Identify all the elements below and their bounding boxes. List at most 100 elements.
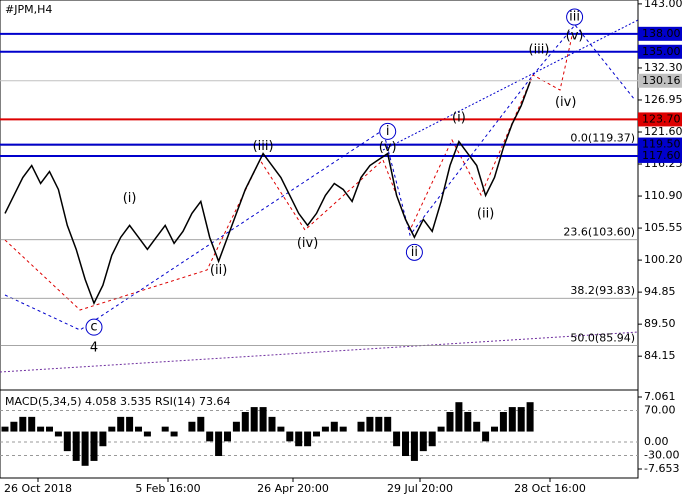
level-label: 119.50 (642, 138, 681, 151)
macd-bar (482, 431, 490, 442)
chart-title: #JPM,H4 (5, 3, 52, 16)
macd-bar (295, 431, 303, 447)
wave-label: (v) (379, 140, 397, 155)
x-tick-label: 26 Oct 2018 (4, 482, 72, 495)
wave-label: (ii) (210, 263, 227, 278)
wave-label: (iv) (555, 95, 576, 110)
rsi-tick-label: 70.00 (644, 404, 676, 417)
macd-bar (304, 431, 312, 447)
macd-bar (90, 431, 98, 461)
macd-bar (188, 421, 196, 432)
rsi-tick-label: 0.00 (644, 435, 669, 448)
macd-bar (19, 416, 27, 432)
macd-bar (419, 431, 427, 452)
macd-bar (81, 431, 89, 466)
x-tick-label: 29 Jul 20:00 (387, 482, 453, 495)
wave-path (4, 24, 636, 331)
y-tick-label: 94.85 (644, 285, 676, 298)
wave-label: i (386, 124, 390, 139)
macd-bar (143, 431, 151, 437)
fib-label: 23.6(103.60) (563, 226, 635, 239)
macd-bar (464, 411, 472, 432)
macd-bar (330, 421, 338, 432)
wave-label: c (90, 320, 97, 335)
indicator-label: MACD(5,34,5) 4.058 3.535 RSI(14) 73.64 (5, 395, 230, 408)
y-tick-label: 132.30 (644, 61, 683, 74)
level-label: 117.60 (642, 149, 681, 162)
y-tick-label: 84.15 (644, 349, 676, 362)
macd-bar (321, 426, 329, 432)
macd-bar (232, 421, 240, 432)
indicator-tick-label: 7.061 (644, 390, 676, 403)
level-box (638, 137, 682, 152)
macd-bar (206, 431, 214, 442)
wave-label: (v) (566, 29, 584, 44)
indicator-tick-label: -7.653 (644, 462, 679, 475)
level-label: 135.00 (642, 45, 681, 58)
y-tick-label: 105.55 (644, 221, 683, 234)
macd-bar (357, 421, 365, 432)
macd-bar (393, 431, 401, 447)
macd-bar (10, 421, 18, 432)
wave-label: (i) (452, 111, 466, 126)
macd-bar (117, 416, 125, 432)
macd-bar (517, 407, 525, 432)
level-label: 138.00 (642, 27, 681, 40)
macd-bar (135, 426, 142, 432)
level-box (638, 148, 682, 163)
macd-bar (384, 416, 392, 432)
macd-bar (277, 426, 285, 432)
macd-bar (1, 426, 9, 432)
fib-label: 0.0(119.37) (570, 131, 635, 144)
fib-label: 38.2(93.83) (570, 284, 635, 297)
macd-bar (428, 431, 436, 447)
macd-bar (99, 431, 107, 447)
y-tick-label: 121.60 (644, 125, 683, 138)
macd-bar (72, 431, 80, 461)
macd-bar (446, 411, 454, 432)
macd-bar (499, 411, 507, 432)
x-tick-label: 5 Feb 16:00 (135, 482, 200, 495)
level-label: 130.16 (642, 74, 681, 87)
x-tick-label: 28 Oct 16:00 (514, 482, 586, 495)
macd-bar (215, 431, 223, 457)
macd-bar (402, 431, 409, 457)
macd-bar (170, 431, 178, 437)
macd-bar (526, 402, 534, 432)
macd-bar (268, 416, 276, 432)
x-tick-label: 26 Apr 20:00 (257, 482, 329, 495)
macd-bar (37, 426, 45, 432)
wave-label: (ii) (477, 207, 494, 222)
macd-bar (366, 416, 374, 432)
macd-bar (286, 431, 294, 442)
macd-bar (375, 416, 383, 432)
macd-bar (473, 421, 481, 432)
macd-bar (126, 416, 134, 432)
macd-bar (455, 402, 463, 432)
level-box (638, 44, 682, 59)
macd-bar (108, 426, 116, 432)
wave-circle (85, 318, 103, 336)
wave-label: (iii) (253, 139, 274, 154)
wave-label: (iv) (297, 236, 318, 251)
wave-circle (405, 243, 423, 261)
level-box (638, 112, 682, 127)
level-box (638, 73, 682, 88)
y-tick-label: 89.50 (644, 317, 676, 330)
wave-label: ii (411, 245, 418, 260)
price-line (4, 81, 531, 306)
macd-bar (197, 416, 205, 432)
wave-label: iii (569, 10, 580, 25)
macd-bar (28, 416, 36, 432)
macd-bar (491, 426, 498, 432)
macd-bar (241, 411, 249, 432)
y-tick-label: 143.00 (644, 0, 683, 10)
macd-bar (410, 431, 418, 461)
wave-label: (i) (123, 191, 137, 206)
macd-bar (313, 431, 320, 437)
level-label: 123.70 (642, 112, 681, 125)
macd-bar (259, 407, 267, 432)
wave-circle (566, 8, 584, 26)
macd-bar (339, 426, 347, 432)
macd-bar (46, 426, 53, 432)
